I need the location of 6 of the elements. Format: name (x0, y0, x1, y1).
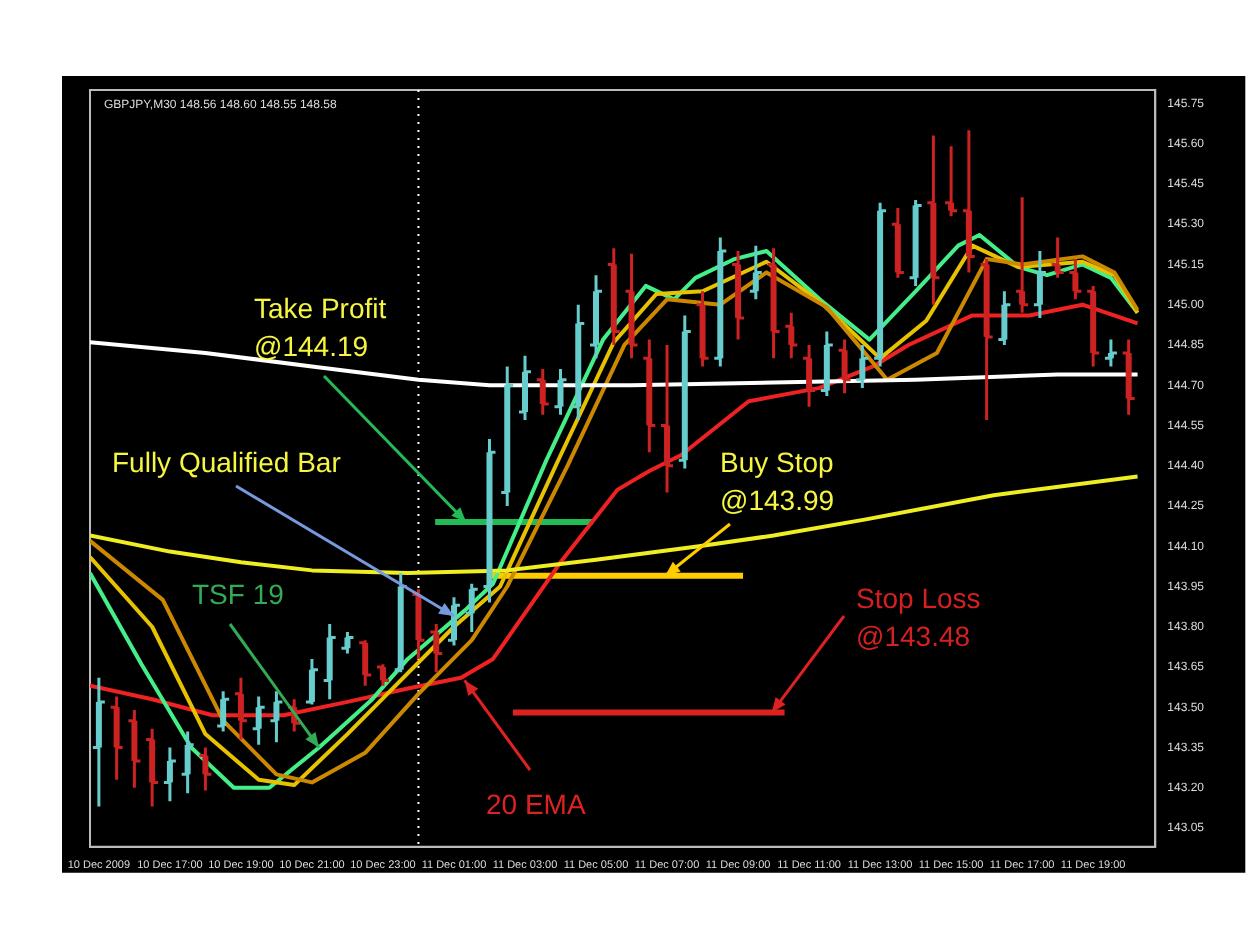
ref-line-label: Buy Stop @143.99 (720, 444, 837, 520)
annotation: 20 EMA (486, 786, 586, 824)
annotation: Fully Qualified Bar (112, 444, 341, 482)
ref-line-label: Stop Loss @143.48 (856, 580, 983, 656)
annotation: TSF 19 (192, 576, 284, 614)
ref-line-label: Take Profit @144.19 (254, 290, 389, 366)
